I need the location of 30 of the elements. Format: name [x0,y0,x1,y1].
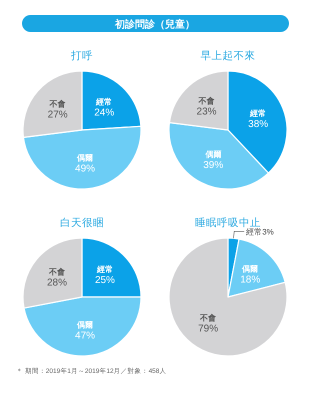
data-label: 49% [75,163,96,174]
data-label: 79% [198,324,218,335]
pie-slice [168,237,288,357]
slice-label: 不會 [48,267,66,276]
data-label: 27% [48,110,68,121]
slice-label: 不會 [199,314,218,323]
slice-label: 不會 [198,96,216,106]
slice-label: 不會 [48,100,67,109]
slice-label: 經常 [249,109,266,118]
chart-title: 白天很睏 [60,217,104,229]
data-label: 28% [46,277,68,288]
chart-title: 打呼 [70,49,93,62]
data-label: 39% [203,160,224,171]
data-label: 38% [248,119,268,130]
data-label: 3% [262,227,274,236]
slice-label: 偶爾 [76,320,94,330]
slice-label: 偶爾 [204,150,222,159]
data-label: 23% [196,106,217,118]
data-label: 24% [94,107,114,118]
text: 初診問診（兒童） [114,18,195,30]
slice-label: 偶爾 [241,264,258,274]
slice-label: 經常 [96,265,113,274]
chart-title: 早上起不來 [200,49,256,62]
data-label: 18% [240,274,260,286]
chart-title: 睡眠呼吸中止 [195,216,261,229]
slice-label: 經常 [245,227,262,236]
data-label: 47% [75,330,96,342]
slice-label: 偶爾 [76,153,94,162]
slice-label: 經常 [95,97,112,106]
data-label: 25% [94,275,116,286]
